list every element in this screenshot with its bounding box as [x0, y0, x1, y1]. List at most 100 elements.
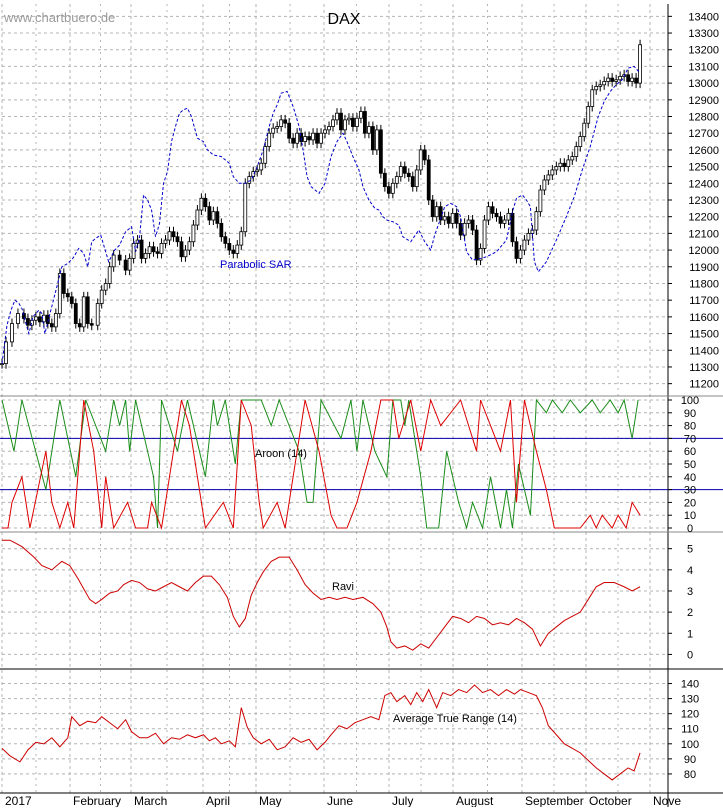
candle-body [458, 222, 463, 236]
candle-body [550, 169, 555, 176]
candle-body [167, 231, 172, 241]
y-tick-label: 50 [684, 459, 696, 471]
candle-body [359, 111, 363, 119]
candle-body [614, 79, 619, 82]
y-tick-label: 11500 [689, 329, 719, 341]
candle-body [402, 166, 407, 174]
candle-body [219, 222, 224, 238]
candle-body [123, 259, 128, 271]
candle-body [231, 249, 236, 254]
aroon-down-line [2, 398, 641, 530]
candle-body [271, 127, 276, 134]
chart-title: DAX [328, 11, 361, 28]
panel-borders [0, 4, 723, 807]
candle-body [414, 169, 419, 188]
candle-body [33, 316, 38, 321]
candle-body [498, 216, 503, 224]
candle-body [426, 159, 431, 201]
y-tick-label: 70 [684, 433, 696, 445]
candle-body [239, 231, 244, 246]
candle-body [295, 132, 300, 144]
candle-body [363, 111, 367, 134]
candle-body [77, 323, 82, 328]
candle-body [343, 119, 347, 131]
y-tick-label: 11700 [689, 295, 719, 307]
ravi-line [2, 539, 641, 651]
candle-body [534, 211, 539, 231]
candle-body [578, 136, 583, 147]
candle-body [211, 211, 216, 221]
y-tick-label: 80 [684, 421, 696, 433]
candle-body [418, 149, 423, 171]
candle-body [69, 296, 74, 304]
candle-body [327, 126, 331, 131]
y-tick-label: 12000 [688, 245, 719, 257]
y-tick-label: 1 [687, 628, 693, 640]
candle-body [99, 289, 104, 304]
candle-body [255, 169, 260, 173]
candle-body [494, 212, 499, 218]
y-tick-label: 30 [684, 485, 696, 497]
month-tick-label: September [525, 794, 584, 807]
y-tick-label: 11300 [689, 362, 719, 374]
candle-body [143, 253, 148, 259]
month-tick-label: May [259, 794, 282, 807]
y-tick-label: 13300 [688, 28, 719, 40]
month-tick-label: August [456, 794, 494, 807]
candle-body [4, 341, 8, 365]
candle-body [135, 239, 140, 244]
candle-body [502, 219, 507, 224]
month-tick-label: Nove [653, 794, 681, 807]
month-tick-label: April [206, 794, 230, 807]
candle-body [95, 303, 100, 326]
candle-body [10, 323, 14, 343]
candle-body [370, 126, 375, 151]
candle-body [606, 77, 611, 82]
candle-body [57, 273, 62, 314]
grid-layer [1, 4, 668, 793]
candle-body [586, 106, 591, 124]
aroon-label: Aroon (14) [255, 448, 307, 460]
candle-body [422, 149, 427, 161]
candle-body [227, 243, 232, 251]
candle-body [602, 81, 607, 86]
candle-body [486, 206, 491, 221]
month-tick-label: 2017 [5, 794, 32, 807]
candle-body [386, 186, 391, 194]
candle-body [630, 77, 635, 82]
y-tick-label: 11800 [689, 278, 719, 290]
candle-body [590, 89, 595, 107]
candle-body [131, 243, 136, 259]
candle-body [331, 119, 335, 127]
candle-body [430, 199, 435, 218]
month-tick-label: March [134, 794, 167, 807]
candle-body [243, 182, 248, 233]
y-tick-label: 11600 [689, 312, 719, 324]
candle-body [319, 132, 323, 144]
candle-body [398, 166, 403, 178]
candle-body [554, 166, 559, 171]
candle-body [26, 318, 30, 326]
candle-body [171, 231, 176, 238]
candle-body [390, 182, 395, 194]
y-tick-label: 2 [687, 607, 693, 619]
candle-body [478, 248, 483, 261]
candle-body [638, 44, 642, 84]
atr-label: Average True Range (14) [393, 713, 517, 725]
candle-body [111, 254, 116, 268]
candle-body [235, 244, 240, 254]
atr-line [1, 684, 641, 781]
candle-body [279, 119, 284, 127]
candle-body [307, 136, 311, 141]
candle-body [374, 129, 379, 151]
y-tick-label: 12700 [688, 128, 719, 140]
y-tick-label: 11400 [689, 345, 719, 357]
candle-body [518, 249, 523, 259]
y-tick-label: 90 [684, 408, 696, 420]
candle-body [351, 117, 355, 127]
y-tick-label: 0 [687, 523, 693, 535]
watermark: www.chartbuero.de [3, 10, 115, 25]
y-tick-label: 90 [684, 754, 696, 766]
